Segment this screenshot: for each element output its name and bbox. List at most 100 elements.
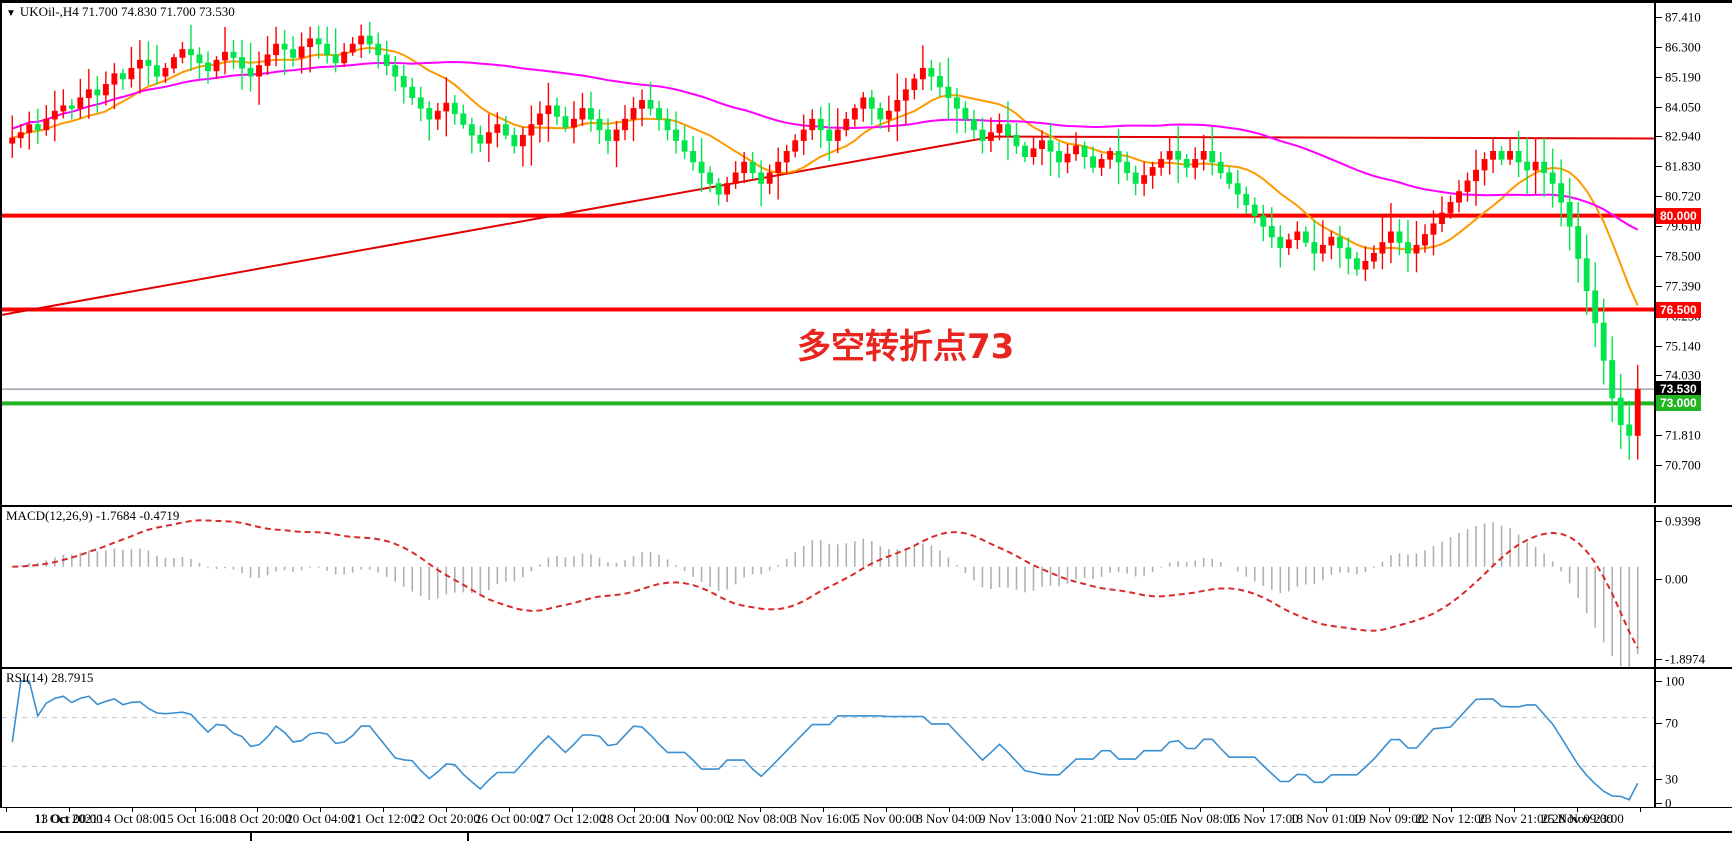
rsi-plot-area[interactable]: [2, 669, 1654, 807]
time-axis-label: 10 Nov 21:00: [1038, 811, 1111, 826]
price-axis-label: 82.940: [1665, 128, 1701, 144]
rsi-axis-label: 100: [1665, 673, 1685, 689]
status-segment-1: [0, 833, 252, 841]
symbol-header: ▼ UKOil-,H4 71.700 74.830 71.700 73.530: [6, 5, 235, 21]
time-axis-tick: [571, 808, 573, 812]
macd-axis-label: -1.8974: [1665, 651, 1706, 667]
price-axis-tick: [1656, 345, 1662, 347]
price-axis-tick: [1656, 46, 1662, 48]
price-axis-label: 86.300: [1665, 39, 1701, 55]
rsi-axis-tick: [1656, 803, 1662, 804]
time-axis-tick: [1514, 808, 1516, 812]
price-tag-black[interactable]: 73.530: [1656, 381, 1701, 398]
macd-title: MACD(12,26,9) -1.7684 -0.4719: [6, 508, 180, 523]
time-axis-label: 22 Nov 12:00: [1415, 811, 1488, 826]
time-axis-label: 20 Oct 04:00: [286, 811, 355, 826]
price-tag-red[interactable]: 76.500: [1656, 301, 1701, 318]
trendline[interactable]: [2, 135, 994, 316]
price-axis-tick: [1656, 285, 1662, 287]
candlestick-series[interactable]: [9, 21, 1641, 460]
time-axis-label: 28 Nov 23:00: [1552, 811, 1624, 826]
time-axis-tick: [68, 808, 70, 812]
time-axis-tick: [1325, 808, 1327, 812]
time-axis-label: 11 Oct 2021: [34, 811, 98, 826]
time-axis-tick: [320, 808, 322, 812]
time-axis-tick: [131, 808, 133, 812]
time-axis-tick: [634, 808, 636, 812]
rsi-axis-tick: [1656, 681, 1662, 682]
time-axis-label: 15 Nov 08:00: [1164, 811, 1236, 826]
time-axis-label: 19 Nov 09:00: [1352, 811, 1425, 826]
rsi-axis-tick: [1656, 779, 1662, 780]
macd-axis[interactable]: 0.9398 0.00 -1.8974: [1654, 507, 1732, 667]
time-axis-label: 23 Nov 21:00: [1478, 811, 1551, 826]
price-axis-tick: [1656, 255, 1662, 257]
time-axis-tick: [1011, 808, 1013, 812]
time-axis-tick: [1451, 808, 1453, 812]
time-axis-tick: [948, 808, 950, 812]
time-axis-label: 2 Nov 08:00: [727, 811, 793, 826]
collapse-icon[interactable]: ▼: [6, 8, 16, 19]
rsi-line: [11, 680, 1639, 801]
price-axis-tick: [1656, 106, 1662, 108]
time-axis-tick: [760, 808, 762, 812]
macd-plot-area[interactable]: [2, 507, 1654, 667]
rsi-axis-tick: [1656, 723, 1662, 724]
price-plot-area[interactable]: 多空转折点73: [2, 3, 1654, 503]
price-axis-label: 85.190: [1665, 69, 1701, 85]
time-axis-label: 27 Oct 12:00: [537, 811, 606, 826]
time-axis-label: 8 Nov 04:00: [916, 811, 982, 826]
time-axis-label: 9 Nov 13:00: [979, 811, 1045, 826]
price-axis-tick: [1656, 196, 1662, 198]
symbol-ohlc-label: UKOil-,H4 71.700 74.830 71.700 73.530: [19, 4, 235, 19]
price-axis-label: 70.700: [1665, 457, 1701, 473]
time-axis-label: 1 Nov 00:00: [664, 811, 730, 826]
price-axis-tick: [1656, 375, 1662, 377]
price-axis-tick: [1656, 226, 1662, 228]
rsi-axis[interactable]: 100 70 30 0: [1654, 669, 1732, 811]
time-axis-label: 3 Nov 16:00: [790, 811, 856, 826]
chart-annotation-text[interactable]: 多空转折点73: [797, 327, 1014, 367]
time-axis-label: 5 Nov 00:00: [853, 811, 919, 826]
price-axis-label: 77.390: [1665, 278, 1701, 294]
price-axis-label: 84.050: [1665, 99, 1701, 115]
price-pane[interactable]: ▼ UKOil-,H4 71.700 74.830 71.700 73.530 多…: [0, 3, 1732, 507]
time-axis-tick: [823, 808, 824, 812]
macd-axis-tick: [1656, 579, 1662, 580]
macd-axis-tick: [1656, 521, 1662, 522]
macd-axis-tick: [1656, 659, 1662, 660]
rsi-pane[interactable]: RSI(14) 28.7915 100 70 30 0: [0, 667, 1732, 811]
time-axis-tick: [383, 808, 385, 812]
macd-histogram: [19, 522, 1639, 667]
price-axis-label: 80.720: [1665, 188, 1701, 204]
time-axis-tick: [697, 808, 699, 812]
rsi-axis-label: 0: [1665, 795, 1672, 811]
time-axis-tick: [445, 808, 447, 812]
time-axis-label: 14 Oct 08:00: [97, 811, 166, 826]
trendline-extension[interactable]: [993, 135, 1654, 140]
time-axis-label: 18 Nov 01:00: [1290, 811, 1362, 826]
status-segment-2: [252, 833, 469, 841]
price-axis-label: 87.410: [1665, 9, 1701, 25]
macd-pane[interactable]: MACD(12,26,9) -1.7684 -0.4719 0.9398 0.00…: [0, 505, 1732, 671]
time-axis-tick: [1640, 808, 1641, 812]
time-axis-tick: [257, 808, 259, 812]
time-axis-label: 25 Nov 09:00: [1541, 811, 1613, 826]
time-axis-label: 13 Oct 00:00: [34, 811, 103, 826]
price-tag-green[interactable]: 73.000: [1656, 395, 1701, 412]
price-axis-tick: [1656, 435, 1662, 437]
window-top-border: [0, 0, 1732, 3]
price-axis-label: 75.140: [1665, 338, 1701, 354]
macd-signal-line: [12, 519, 1639, 649]
time-axis[interactable]: 11 Oct 2021 13 Oct 00:00 14 Oct 08:00 15 Oc…: [0, 807, 1732, 834]
time-axis-tick: [1577, 808, 1579, 812]
time-axis-label: 15 Oct 16:00: [160, 811, 229, 826]
time-axis-label: 21 Oct 12:00: [349, 811, 418, 826]
price-axis-label: 81.830: [1665, 158, 1701, 174]
price-axis[interactable]: 87.410 86.300 85.190 84.050 82.940 81.830 80.7…: [1654, 3, 1732, 503]
price-axis-label: 74.030: [1665, 367, 1701, 383]
time-axis-tick: [1074, 808, 1076, 812]
price-tag-red[interactable]: 80.000: [1656, 207, 1701, 224]
time-axis-label: 18 Oct 20:00: [223, 811, 292, 826]
